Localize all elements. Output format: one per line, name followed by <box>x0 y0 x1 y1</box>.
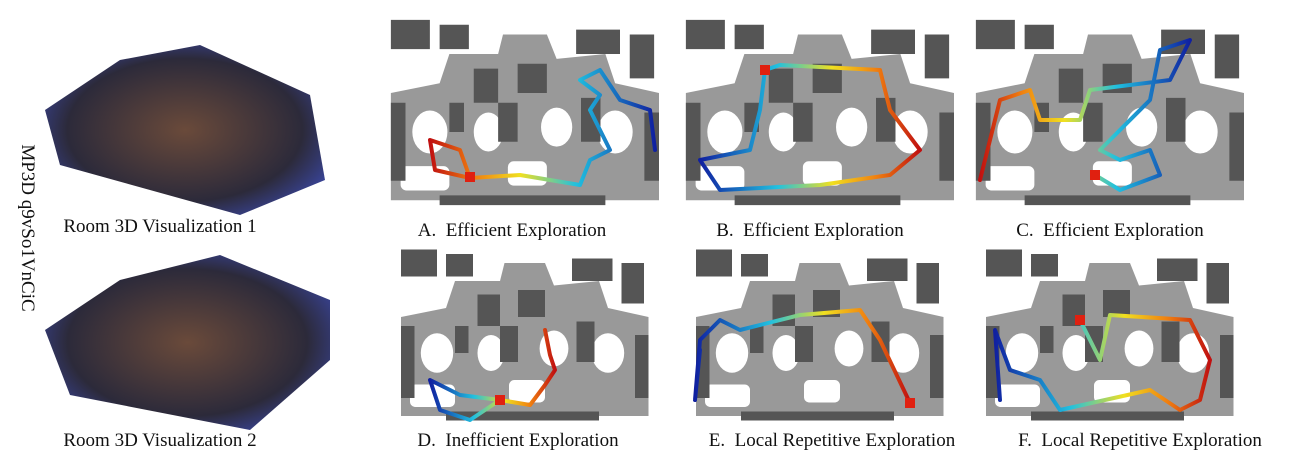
side-label: MP3D q9vSo1VnCiC <box>17 144 38 311</box>
panel-caption: B. Efficient Exploration <box>716 220 904 241</box>
map-panel <box>687 245 948 425</box>
map-panel <box>977 245 1238 425</box>
room-image <box>45 255 330 430</box>
figure: MP3D q9vSo1VnCiC Room 3D Visualization 1… <box>0 0 1303 456</box>
panel-caption: F. Local Repetitive Exploration <box>1018 430 1262 451</box>
room-caption: Room 3D Visualization 1 <box>63 216 256 237</box>
panel-caption: E. Local Repetitive Exploration <box>709 430 956 451</box>
map-panel <box>392 245 653 425</box>
map-panel <box>381 15 664 210</box>
room-image <box>45 45 325 215</box>
map-panel <box>676 15 959 210</box>
panel-caption: C. Efficient Exploration <box>1016 220 1204 241</box>
panel-caption: A. Efficient Exploration <box>418 220 607 241</box>
map-panel <box>966 15 1249 210</box>
figure-canvas: MP3D q9vSo1VnCiC Room 3D Visualization 1… <box>0 0 1303 456</box>
room-caption: Room 3D Visualization 2 <box>63 430 256 451</box>
panel-caption: D. Inefficient Exploration <box>417 430 619 451</box>
